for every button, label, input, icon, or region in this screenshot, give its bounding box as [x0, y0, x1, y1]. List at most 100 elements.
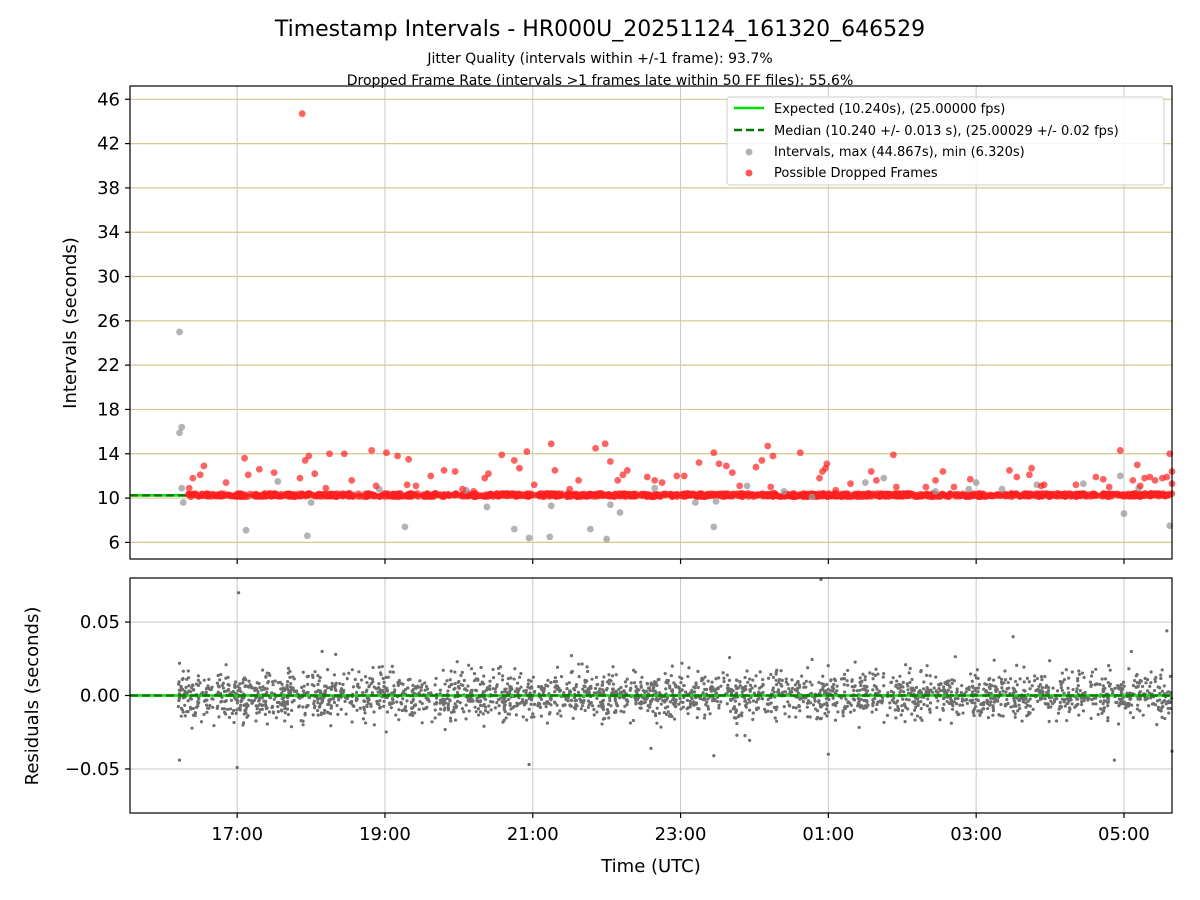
residual-point	[930, 690, 935, 694]
residual-point	[874, 685, 878, 689]
residual-point	[197, 701, 201, 705]
residual-point	[989, 700, 993, 704]
residual-point	[491, 687, 495, 691]
residual-point	[347, 671, 351, 675]
residual-point	[982, 687, 986, 691]
residual-point	[207, 677, 211, 682]
residual-point	[611, 665, 615, 669]
residual-point	[196, 704, 200, 708]
x-tick-label: 23:00	[655, 824, 707, 845]
intervals-y-tick-label: 34	[97, 222, 120, 243]
residual-point	[478, 682, 482, 686]
residual-point	[189, 707, 193, 711]
residual-point	[1075, 687, 1079, 691]
residual-point	[292, 698, 296, 703]
residual-point	[595, 696, 599, 700]
residual-point	[225, 707, 230, 711]
residual-point	[379, 673, 383, 677]
residual-point	[353, 677, 357, 682]
residual-point	[351, 685, 356, 689]
residual-point	[281, 696, 286, 700]
dropped-frame-point	[1006, 466, 1013, 474]
dropped-frame-point	[943, 492, 951, 500]
residual-point	[663, 706, 668, 710]
residual-point	[301, 705, 305, 709]
residual-point	[800, 674, 804, 678]
residual-point	[1015, 696, 1019, 700]
residual-point	[1027, 710, 1031, 714]
residual-point	[320, 649, 324, 654]
residual-point	[655, 698, 659, 702]
residual-point	[539, 697, 544, 701]
residual-point	[892, 696, 896, 700]
residual-point	[495, 701, 499, 705]
residual-point	[424, 684, 429, 689]
residual-point	[542, 701, 546, 706]
dropped-frame-point	[405, 455, 413, 463]
residual-point	[986, 716, 991, 720]
residual-point	[968, 699, 972, 703]
residual-point	[693, 686, 697, 690]
residual-point	[1037, 684, 1041, 689]
residual-point	[717, 706, 721, 710]
dropped-frame-point	[440, 466, 448, 474]
residual-point	[694, 681, 698, 685]
residual-point	[590, 677, 594, 681]
residual-point	[1160, 706, 1164, 710]
residual-point	[1060, 688, 1064, 692]
interval-point	[242, 526, 250, 534]
residual-point	[232, 720, 236, 725]
residual-point	[761, 682, 765, 686]
residual-point	[604, 688, 609, 692]
residual-point	[1094, 696, 1098, 700]
residual-point	[1096, 712, 1100, 717]
residual-point	[501, 720, 505, 724]
residual-point	[450, 682, 454, 687]
residual-point	[483, 705, 488, 709]
residual-point	[420, 721, 424, 725]
residual-point	[678, 696, 682, 701]
residual-point	[648, 702, 652, 706]
residual-point	[688, 691, 693, 695]
residual-point	[396, 680, 400, 685]
residual-point	[186, 676, 191, 680]
residual-point	[1028, 704, 1032, 708]
residual-point	[685, 707, 689, 711]
residual-point	[220, 699, 224, 703]
residual-point	[369, 704, 373, 708]
residual-point	[1155, 722, 1159, 727]
residual-point	[776, 690, 780, 694]
residual-point	[1159, 676, 1163, 681]
residual-point	[316, 709, 320, 713]
residual-point	[626, 700, 630, 704]
legend-dropped-label: Possible Dropped Frames	[774, 166, 938, 181]
dropped-frame-point	[311, 470, 319, 478]
residual-point	[878, 700, 882, 704]
interval-point	[616, 509, 624, 516]
residual-point	[230, 711, 234, 716]
residual-point	[937, 682, 941, 686]
dropped-frame-point	[842, 490, 850, 498]
residual-point	[196, 674, 200, 678]
residual-point	[381, 688, 385, 692]
residual-point	[464, 717, 468, 721]
residual-point	[703, 675, 707, 679]
residual-point	[1004, 690, 1008, 694]
residual-point	[710, 680, 714, 684]
residual-point	[1033, 679, 1037, 683]
residual-point	[874, 707, 878, 712]
residual-point	[1001, 714, 1005, 718]
residual-point	[965, 701, 969, 705]
residual-point	[787, 703, 791, 707]
residual-point	[359, 678, 364, 682]
residual-point	[183, 689, 187, 693]
dropped-frame-point	[644, 492, 652, 500]
residual-point	[1064, 668, 1068, 672]
residual-point	[655, 721, 659, 725]
interval-point	[710, 523, 718, 531]
residual-point	[539, 684, 544, 689]
residual-point	[1078, 688, 1082, 693]
residual-point	[704, 703, 708, 707]
residual-point	[904, 697, 909, 701]
residual-point	[853, 660, 857, 664]
